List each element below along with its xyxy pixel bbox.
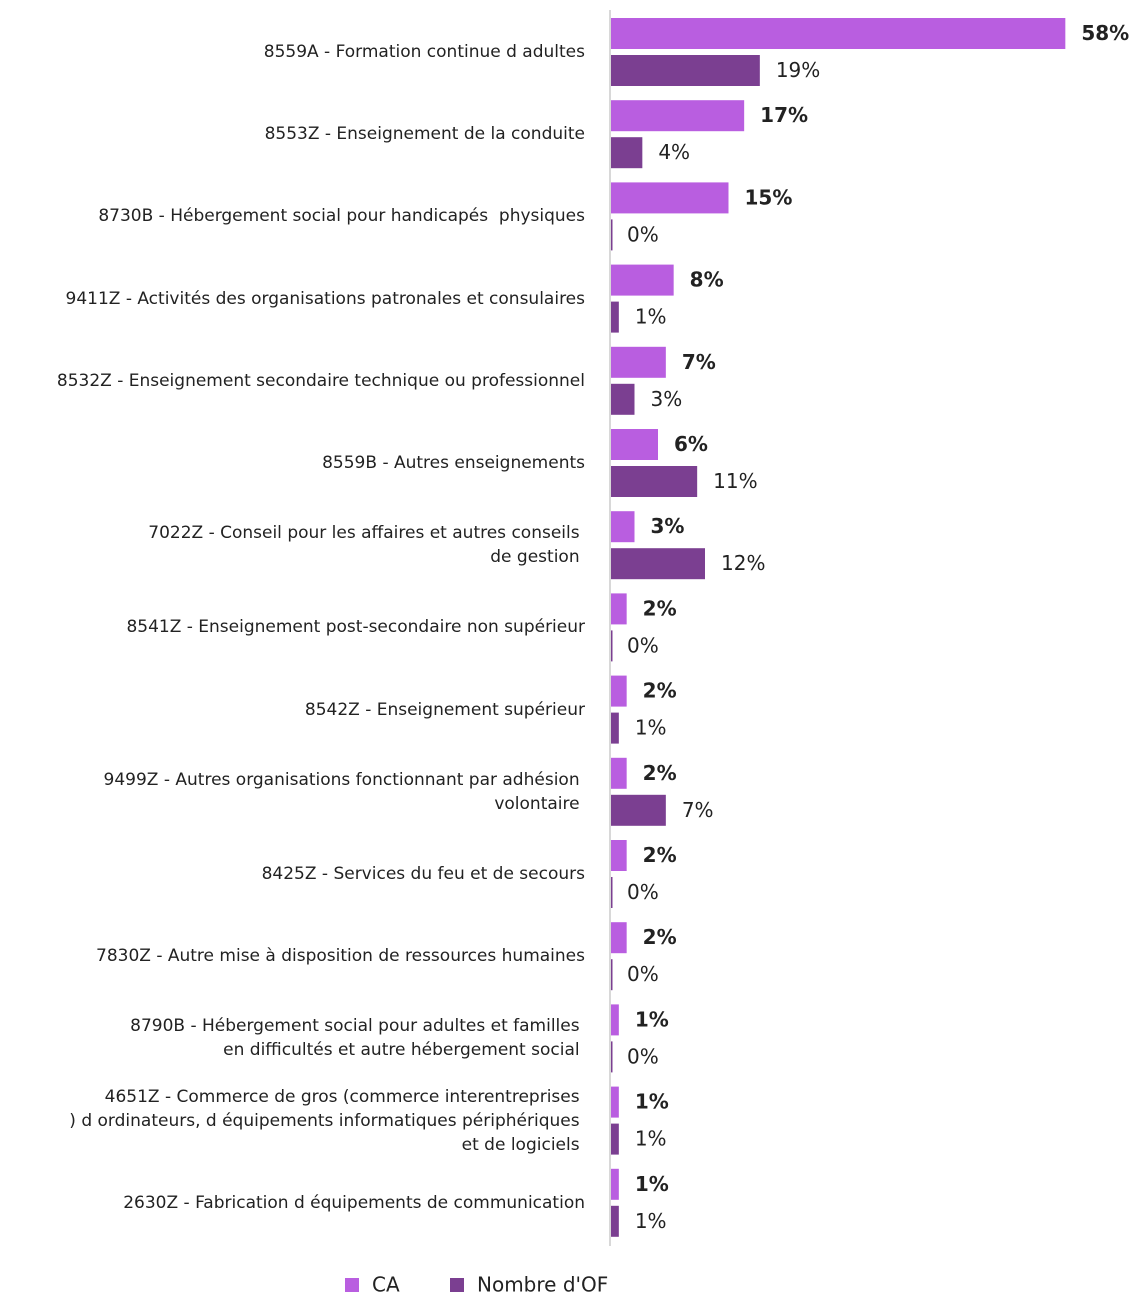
value-label: 1%	[635, 305, 667, 329]
value-label: 4%	[658, 140, 690, 164]
value-label: 3%	[651, 387, 683, 411]
category-label: 9411Z - Activités des organisations patr…	[65, 288, 586, 309]
value-label: 1%	[635, 1209, 667, 1233]
bar	[611, 712, 619, 744]
bar	[611, 1004, 619, 1036]
value-label: 0%	[627, 633, 659, 657]
category-label: 7022Z - Conseil pour les affaires et aut…	[148, 523, 580, 568]
bar	[611, 840, 627, 871]
value-label: 1%	[635, 1007, 669, 1031]
category-label: 8553Z - Enseignement de la conduite	[264, 124, 585, 145]
value-label: 58%	[1081, 21, 1129, 45]
bar	[611, 593, 627, 625]
bar	[611, 219, 613, 251]
bar	[611, 1086, 619, 1118]
bar	[611, 630, 613, 662]
bar	[611, 18, 1066, 49]
bar	[611, 55, 760, 86]
category-label: 8425Z - Services du feu et de secours	[261, 864, 585, 884]
bar	[611, 466, 698, 497]
value-label: 2%	[643, 679, 677, 703]
bar	[611, 877, 613, 908]
value-label: 17%	[760, 103, 808, 127]
value-label: 3%	[651, 514, 685, 538]
bar	[611, 1041, 613, 1073]
value-label: 6%	[674, 432, 708, 456]
bar	[611, 100, 745, 132]
bar	[611, 511, 635, 543]
value-label: 1%	[635, 1127, 667, 1151]
value-label: 1%	[635, 1172, 669, 1196]
category-label: 9499Z - Autres organisations fonctionnan…	[103, 769, 580, 814]
bar	[611, 264, 674, 296]
value-label: 11%	[713, 469, 757, 493]
category-label: 8559B - Autres enseignements	[322, 453, 585, 473]
value-label: 0%	[627, 962, 659, 986]
value-label: 8%	[690, 268, 724, 292]
category-label: 8730B - Hébergement social pour handicap…	[98, 206, 585, 227]
category-label: 8559A - Formation continue d adultes	[263, 42, 585, 62]
value-label: 0%	[627, 1044, 659, 1068]
bar	[611, 383, 635, 415]
bar	[611, 301, 619, 333]
category-label: 4651Z - Commerce de gros (commerce inter…	[69, 1086, 580, 1155]
bar	[611, 794, 666, 826]
category-label: 8790B - Hébergement social pour adultes …	[130, 1016, 580, 1061]
value-label: 1%	[635, 716, 667, 740]
value-label: 7%	[682, 798, 714, 822]
legend-label: CA	[372, 1273, 400, 1296]
category-label: 8542Z - Enseignement supérieur	[304, 699, 585, 720]
bar	[611, 675, 627, 707]
value-label: 19%	[776, 58, 820, 82]
value-label: 2%	[643, 596, 677, 620]
legend-label: Nombre d'OF	[477, 1273, 608, 1296]
bar	[611, 137, 643, 169]
value-label: 15%	[745, 185, 793, 209]
category-label: 8541Z - Enseignement post-secondaire non…	[126, 617, 585, 638]
bar	[611, 1168, 619, 1200]
value-label: 0%	[627, 222, 659, 246]
value-label: 1%	[635, 1090, 669, 1114]
value-label: 2%	[643, 843, 677, 867]
bar	[611, 922, 627, 954]
bar	[611, 1205, 619, 1237]
bar	[611, 1123, 619, 1155]
bar	[611, 757, 627, 789]
bar	[611, 429, 658, 460]
value-label: 7%	[682, 350, 716, 374]
value-label: 0%	[627, 880, 659, 904]
bar	[611, 959, 613, 991]
legend-swatch	[345, 1278, 359, 1292]
value-label: 12%	[721, 551, 765, 575]
category-label: 2630Z - Fabrication d équipements de com…	[123, 1192, 585, 1213]
value-label: 2%	[643, 761, 677, 785]
category-label: 7830Z - Autre mise à disposition de ress…	[96, 946, 585, 967]
bar	[611, 182, 729, 214]
bar	[611, 548, 705, 580]
legend-swatch	[450, 1278, 464, 1292]
value-label: 2%	[643, 925, 677, 949]
category-label: 8532Z - Enseignement secondaire techniqu…	[56, 370, 585, 391]
bar	[611, 346, 666, 378]
